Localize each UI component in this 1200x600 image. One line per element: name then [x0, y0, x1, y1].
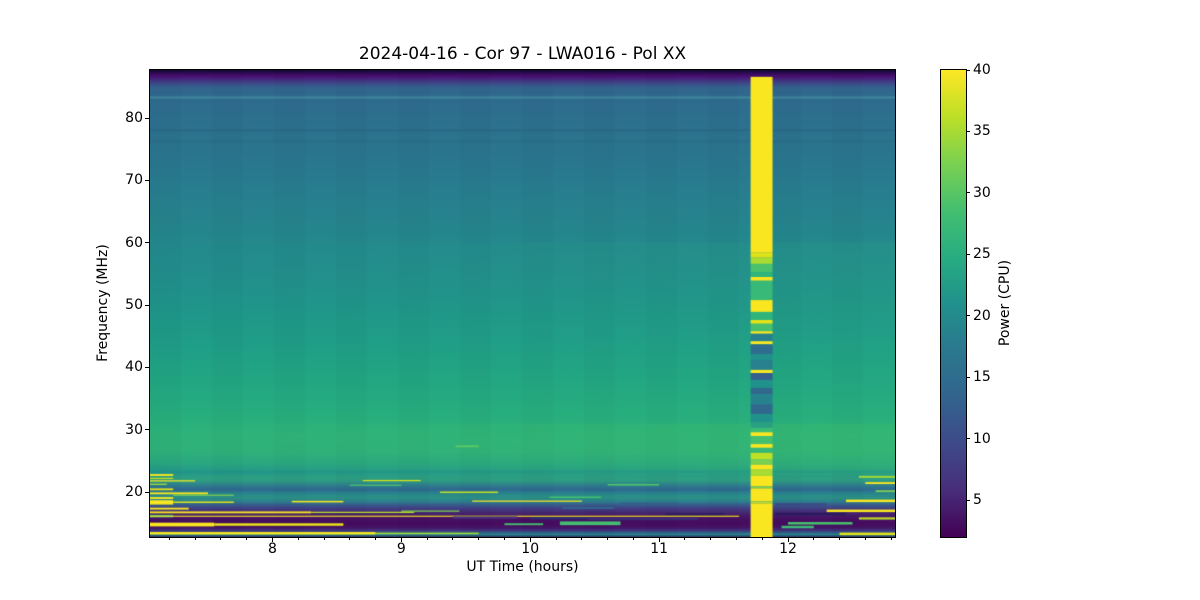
colorbar-tick — [966, 376, 970, 378]
x-minor-tick — [632, 538, 634, 540]
y-major-tick — [145, 242, 149, 244]
x-minor-tick — [426, 538, 428, 540]
x-tick-label: 10 — [521, 541, 540, 557]
x-minor-tick — [735, 538, 737, 540]
colorbar-label: Power (CPU) — [997, 259, 1013, 347]
y-tick-label: 40 — [125, 359, 143, 376]
colorbar-tick-label: 15 — [973, 369, 991, 386]
y-tick-label: 80 — [125, 110, 143, 126]
colorbar-tick — [966, 499, 970, 501]
spectrogram-heatmap — [150, 70, 895, 537]
y-tick-label: 50 — [125, 297, 143, 314]
x-minor-tick — [555, 538, 557, 540]
x-minor-tick — [581, 538, 583, 540]
x-minor-tick — [168, 538, 170, 540]
colorbar-tick-label: 5 — [973, 492, 982, 509]
y-major-tick — [145, 491, 149, 493]
x-major-tick — [787, 538, 789, 542]
colorbar-tick-label: 35 — [973, 123, 991, 140]
colorbar-tick-label: 10 — [973, 430, 991, 447]
colorbar-gradient — [941, 70, 966, 537]
x-tick-label: 9 — [396, 541, 406, 557]
colorbar-tick — [966, 315, 970, 317]
x-minor-tick — [323, 538, 325, 540]
x-minor-tick — [194, 538, 196, 540]
x-minor-tick — [813, 538, 815, 540]
y-axis-label: Frequency (MHz) — [95, 244, 111, 362]
x-minor-tick — [246, 538, 248, 540]
x-tick-label: 11 — [650, 541, 669, 557]
x-minor-tick — [452, 538, 454, 540]
x-minor-tick — [297, 538, 299, 540]
x-major-tick — [529, 538, 531, 542]
x-axis-label: UT Time (hours) — [466, 559, 579, 575]
plot-area — [149, 69, 896, 538]
x-minor-tick — [607, 538, 609, 540]
x-minor-tick — [503, 538, 505, 540]
x-minor-tick — [220, 538, 222, 540]
x-minor-tick — [839, 538, 841, 540]
y-major-tick — [145, 179, 149, 181]
x-major-tick — [400, 538, 402, 542]
y-tick-label: 20 — [125, 484, 143, 501]
plot-title: 2024-04-16 - Cor 97 - LWA016 - Pol XX — [358, 44, 687, 64]
colorbar-tick-label: 30 — [973, 184, 991, 201]
y-major-tick — [145, 304, 149, 306]
x-minor-tick — [864, 538, 866, 540]
colorbar-tick — [966, 438, 970, 440]
y-tick-label: 60 — [125, 234, 143, 251]
x-tick-label: 8 — [267, 541, 277, 557]
x-major-tick — [271, 538, 273, 542]
colorbar-tick-label: 40 — [973, 62, 991, 78]
x-minor-tick — [349, 538, 351, 540]
x-minor-tick — [684, 538, 686, 540]
colorbar — [940, 69, 967, 538]
y-tick-label: 30 — [125, 421, 143, 438]
y-major-tick — [145, 366, 149, 368]
colorbar-tick-label: 20 — [973, 307, 991, 324]
x-minor-tick — [761, 538, 763, 540]
colorbar-tick — [966, 192, 970, 194]
x-major-tick — [658, 538, 660, 542]
y-tick-label: 70 — [125, 172, 143, 189]
x-minor-tick — [478, 538, 480, 540]
y-major-tick — [145, 429, 149, 431]
y-major-tick — [145, 117, 149, 119]
colorbar-tick — [966, 253, 970, 255]
colorbar-tick — [966, 69, 970, 71]
colorbar-tick — [966, 130, 970, 132]
x-minor-tick — [375, 538, 377, 540]
x-minor-tick — [890, 538, 892, 540]
x-tick-label: 12 — [779, 541, 797, 557]
colorbar-tick-label: 25 — [973, 246, 991, 263]
x-minor-tick — [710, 538, 712, 540]
